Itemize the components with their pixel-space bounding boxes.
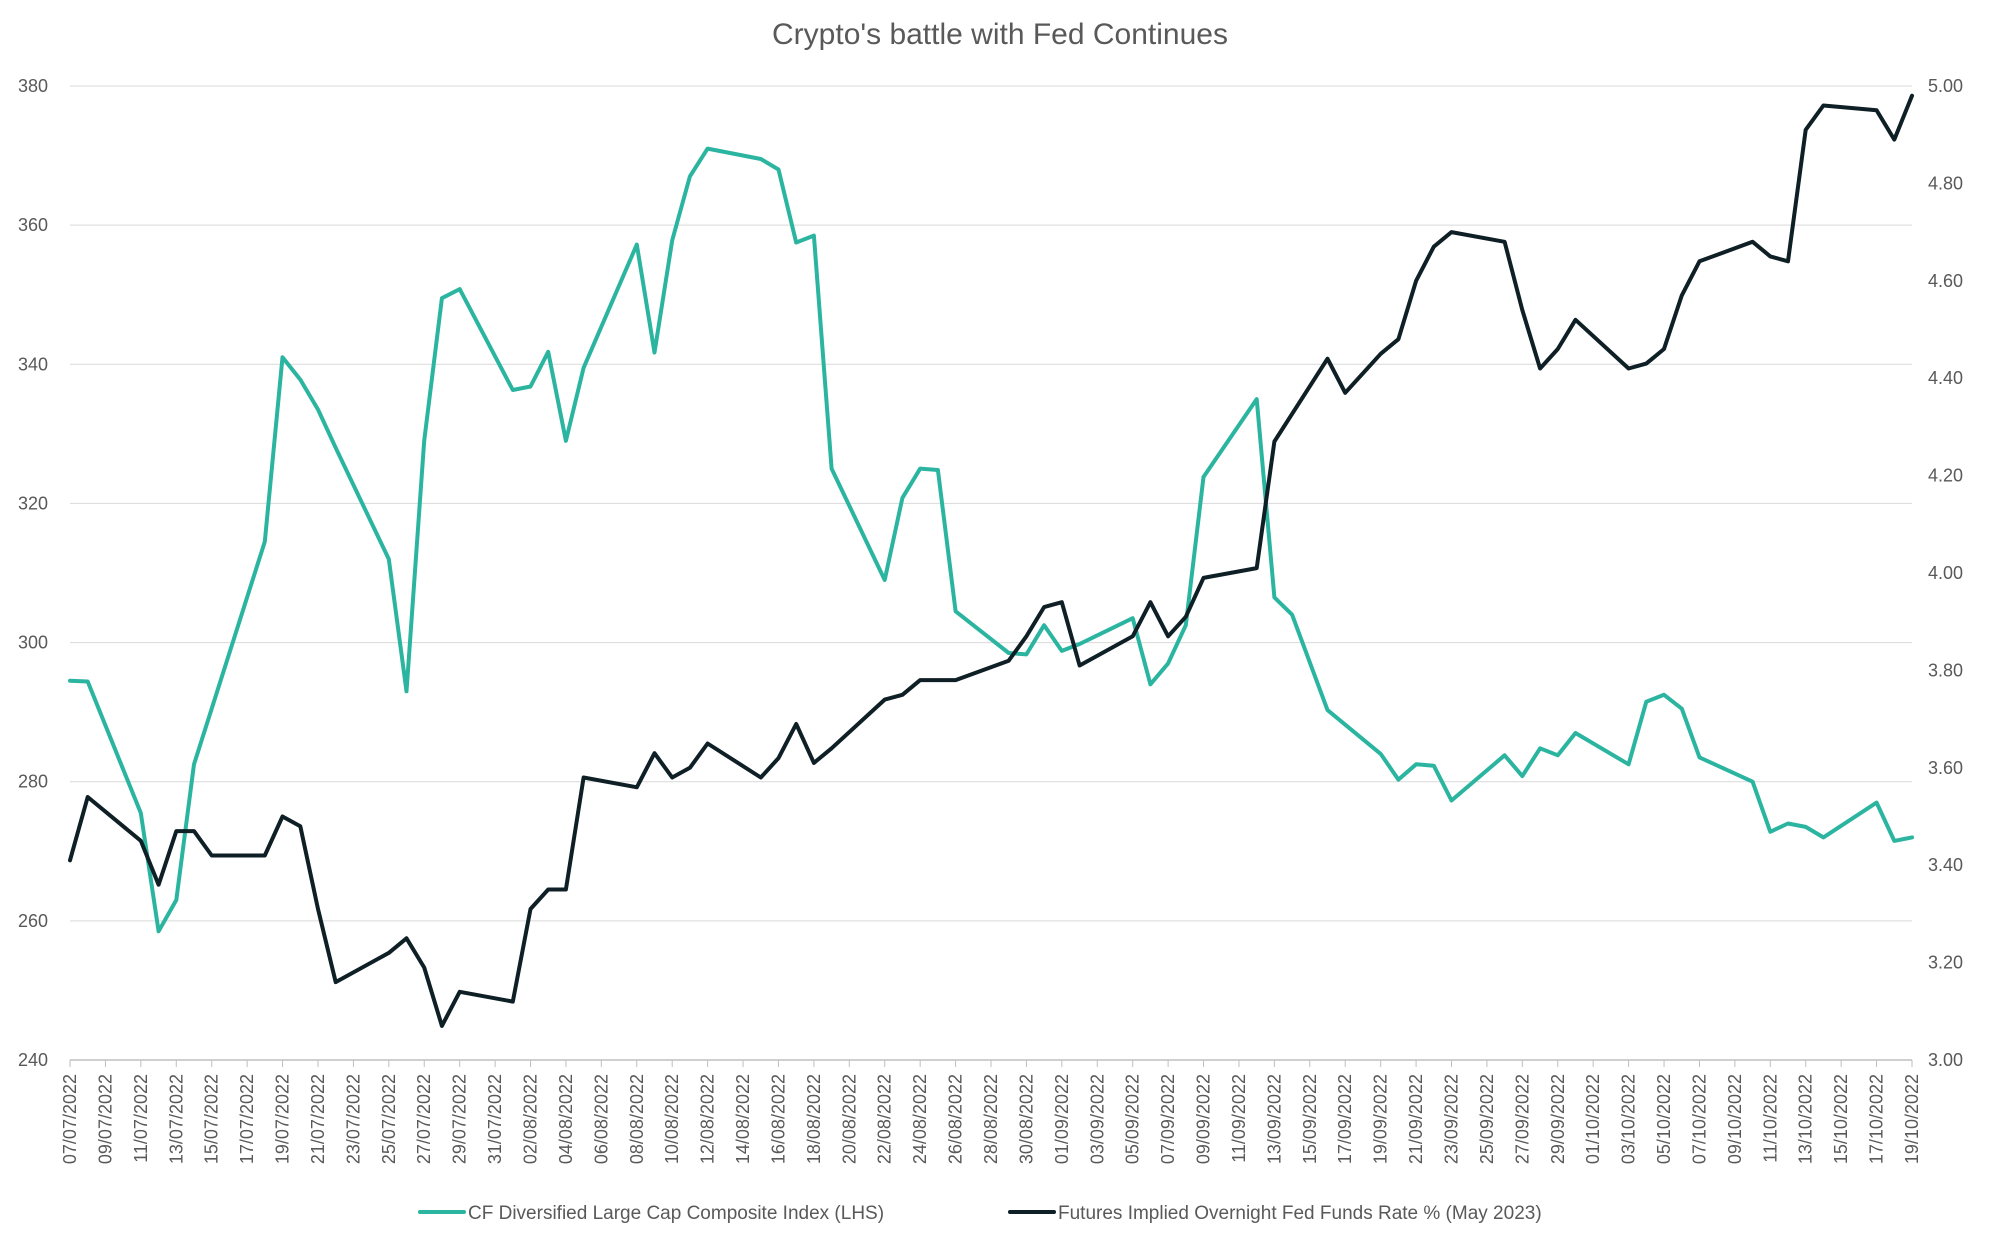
x-tick-label: 21/09/2022 — [1406, 1074, 1426, 1164]
x-tick-label: 31/07/2022 — [485, 1074, 505, 1164]
x-tick-label: 30/08/2022 — [1016, 1074, 1036, 1164]
x-tick-label: 09/10/2022 — [1725, 1074, 1745, 1164]
x-tick-label: 01/10/2022 — [1583, 1074, 1603, 1164]
x-tick-label: 02/08/2022 — [521, 1074, 541, 1164]
y-left-tick-label: 380 — [18, 76, 48, 96]
x-tick-label: 03/09/2022 — [1087, 1074, 1107, 1164]
x-tick-label: 24/08/2022 — [910, 1074, 930, 1164]
legend: CF Diversified Large Cap Composite Index… — [418, 1203, 1542, 1224]
x-tick-label: 23/07/2022 — [343, 1074, 363, 1164]
x-tick-label: 07/09/2022 — [1158, 1074, 1178, 1164]
x-tick-label: 01/09/2022 — [1052, 1074, 1072, 1164]
y-left-tick-label: 260 — [18, 911, 48, 931]
y-right-tick-label: 4.40 — [1928, 368, 1963, 388]
x-tick-label: 28/08/2022 — [981, 1074, 1001, 1164]
x-tick-label: 09/07/2022 — [95, 1074, 115, 1164]
x-tick-label: 15/09/2022 — [1300, 1074, 1320, 1164]
y-right-tick-label: 3.20 — [1928, 953, 1963, 973]
x-tick-label: 19/09/2022 — [1371, 1074, 1391, 1164]
x-tick-label: 15/07/2022 — [202, 1074, 222, 1164]
cf-index-series-line — [68, 146, 1914, 934]
x-tick-label: 29/09/2022 — [1548, 1074, 1568, 1164]
x-tick-label: 11/09/2022 — [1229, 1074, 1249, 1163]
x-tick-label: 15/10/2022 — [1831, 1074, 1851, 1164]
x-tick-label: 25/07/2022 — [379, 1074, 399, 1164]
x-tick-label: 11/07/2022 — [131, 1074, 151, 1163]
x-tick-label: 22/08/2022 — [875, 1074, 895, 1164]
x-tick-label: 13/09/2022 — [1264, 1074, 1284, 1164]
y-right-tick-label: 3.60 — [1928, 758, 1963, 778]
x-tick-label: 21/07/2022 — [308, 1074, 328, 1164]
x-tick-label: 10/08/2022 — [662, 1074, 682, 1164]
y-left-tick-label: 280 — [18, 772, 48, 792]
x-tick-label: 14/08/2022 — [733, 1074, 753, 1164]
legend-label: Futures Implied Overnight Fed Funds Rate… — [1058, 1203, 1542, 1224]
x-tick-label: 04/08/2022 — [556, 1074, 576, 1164]
x-tick-label: 19/07/2022 — [273, 1074, 293, 1164]
x-tick-label: 17/10/2022 — [1867, 1074, 1887, 1164]
x-tick-label: 23/09/2022 — [1442, 1074, 1462, 1164]
y-right-tick-label: 4.20 — [1928, 466, 1963, 486]
y-right-tick-label: 3.40 — [1928, 855, 1963, 875]
y-left-tick-label: 320 — [18, 493, 48, 513]
y-right-tick-label: 4.60 — [1928, 271, 1963, 291]
x-tick-label: 20/08/2022 — [839, 1074, 859, 1164]
y-right-tick-label: 4.80 — [1928, 173, 1963, 193]
x-tick-label: 05/10/2022 — [1654, 1074, 1674, 1164]
y-right-tick-label: 3.00 — [1928, 1050, 1963, 1070]
x-tick-label: 11/10/2022 — [1760, 1074, 1780, 1163]
x-tick-label: 03/10/2022 — [1619, 1074, 1639, 1164]
x-axis: 07/07/2022 09/07/2022 11/07/2022 13/07/2022… — [60, 1060, 1922, 1164]
x-tick-label: 29/07/2022 — [450, 1074, 470, 1164]
x-tick-label: 27/09/2022 — [1512, 1074, 1532, 1164]
y-left-tick-label: 360 — [18, 215, 48, 235]
left-y-axis: 240 260 280 300 320 340 360 380 — [18, 76, 48, 1070]
x-tick-label: 27/07/2022 — [414, 1074, 434, 1164]
chart-title: Crypto's battle with Fed Continues — [772, 18, 1228, 51]
y-left-tick-label: 300 — [18, 633, 48, 653]
x-tick-label: 06/08/2022 — [591, 1074, 611, 1164]
y-left-tick-label: 340 — [18, 354, 48, 374]
y-right-tick-label: 3.80 — [1928, 660, 1963, 680]
x-tick-label: 07/10/2022 — [1689, 1074, 1709, 1164]
right-y-axis: 3.00 3.20 3.40 3.60 3.80 4.00 4.20 4.40 4.60 4.80… — [1928, 76, 1963, 1070]
x-tick-label: 09/09/2022 — [1194, 1074, 1214, 1164]
y-right-tick-label: 5.00 — [1928, 76, 1963, 96]
x-tick-label: 08/08/2022 — [627, 1074, 647, 1164]
gridlines — [70, 85, 1912, 1061]
fed-funds-series-line — [68, 93, 1914, 1028]
x-tick-label: 05/09/2022 — [1123, 1074, 1143, 1164]
x-tick-label: 13/07/2022 — [166, 1074, 186, 1164]
legend-label: CF Diversified Large Cap Composite Index… — [468, 1203, 884, 1224]
x-tick-label: 18/08/2022 — [804, 1074, 824, 1164]
x-tick-label: 26/08/2022 — [946, 1074, 966, 1164]
y-left-tick-label: 240 — [18, 1050, 48, 1070]
series-lines — [68, 93, 1914, 1028]
x-tick-label: 19/10/2022 — [1902, 1074, 1922, 1164]
y-right-tick-label: 4.00 — [1928, 563, 1963, 583]
x-tick-label: 13/10/2022 — [1796, 1074, 1816, 1164]
x-tick-label: 07/07/2022 — [60, 1074, 80, 1164]
x-tick-label: 17/09/2022 — [1335, 1074, 1355, 1164]
x-tick-label: 17/07/2022 — [237, 1074, 257, 1164]
x-tick-label: 25/09/2022 — [1477, 1074, 1497, 1164]
x-tick-label: 12/08/2022 — [698, 1074, 718, 1164]
x-tick-label: 16/08/2022 — [768, 1074, 788, 1164]
